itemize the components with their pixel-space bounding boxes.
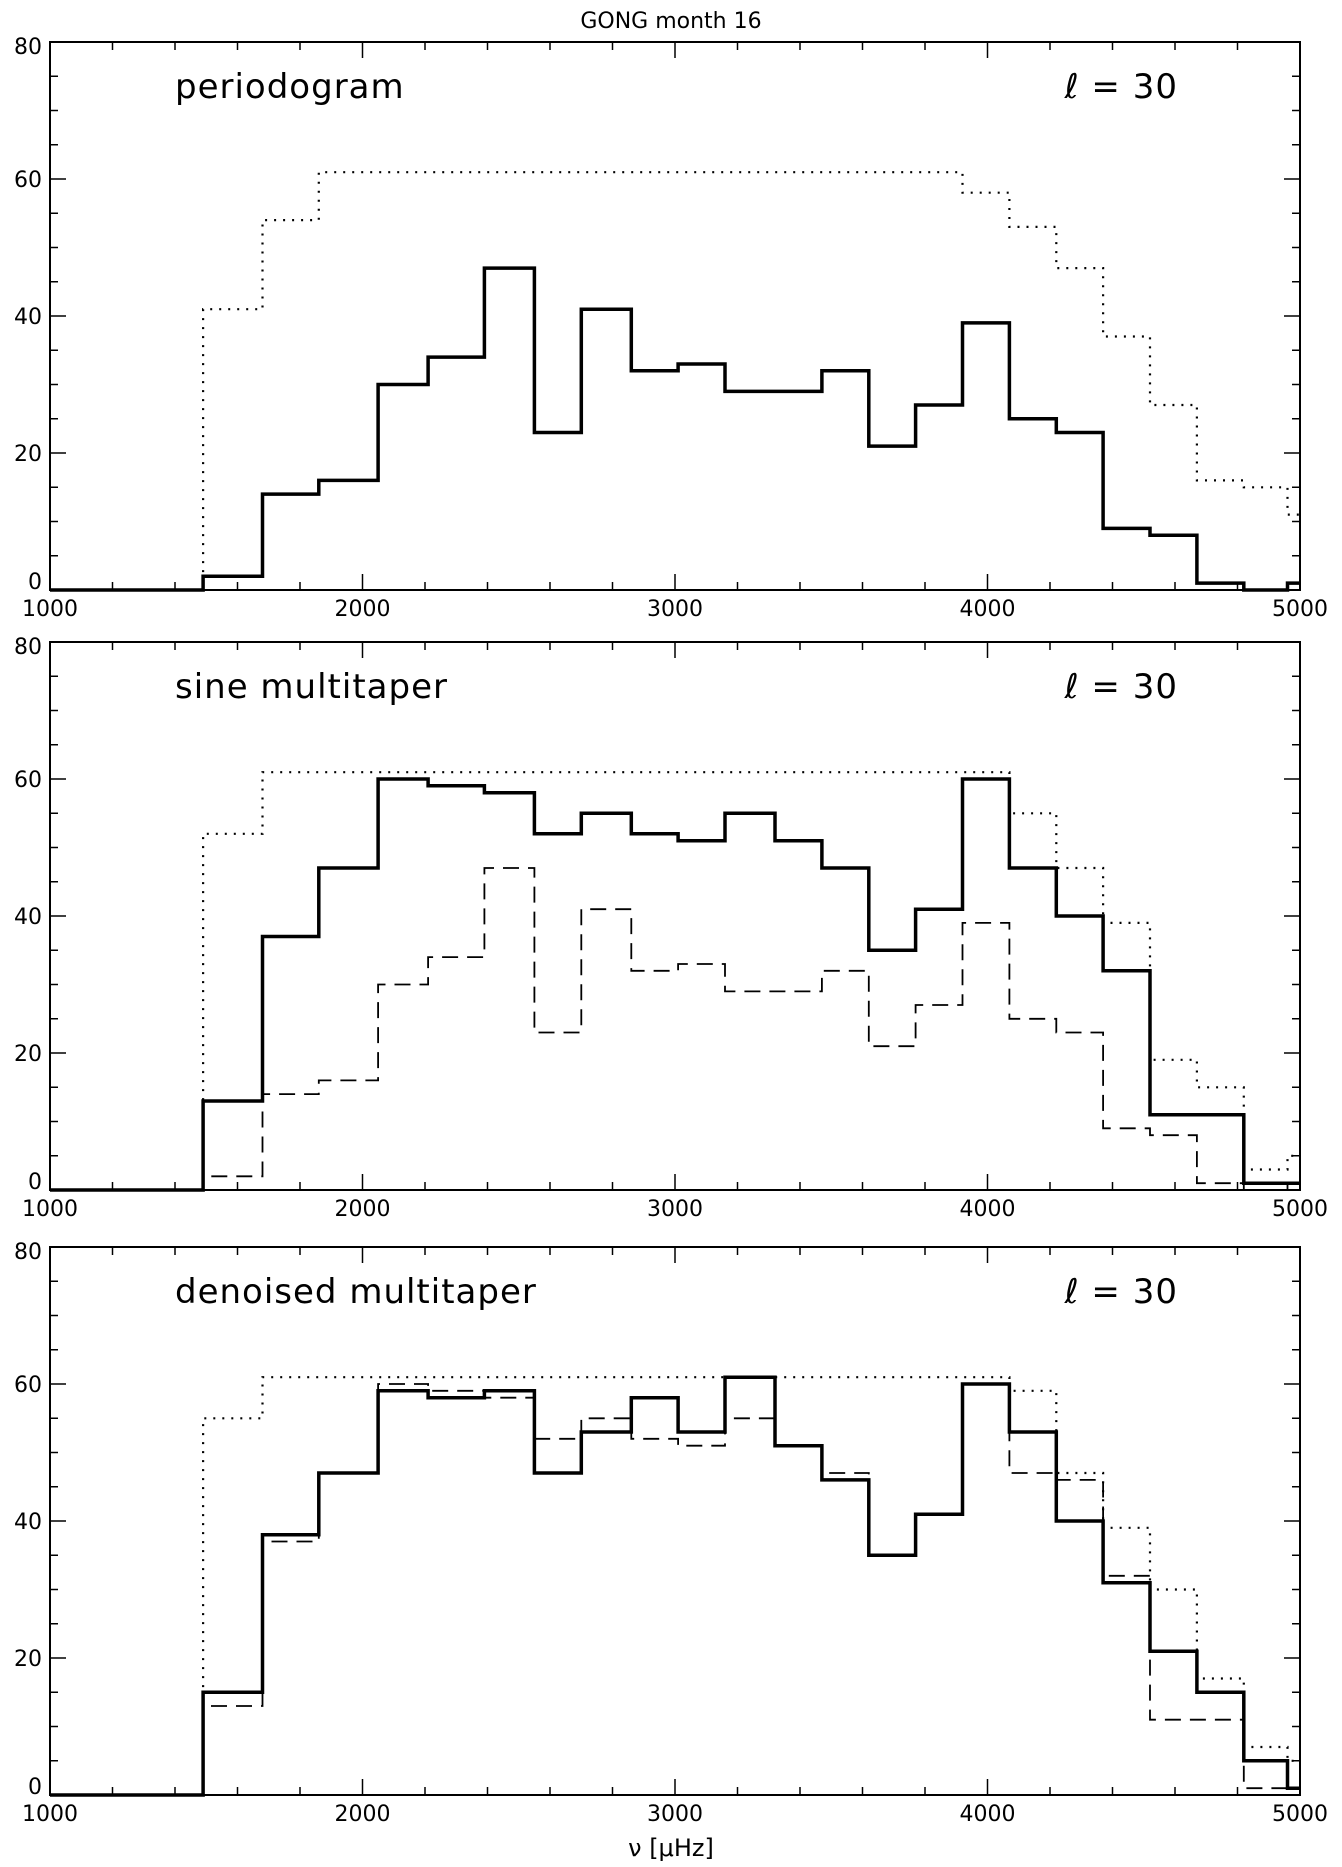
x-tick-label: 1000 (22, 1197, 78, 1222)
x-tick-label: 4000 (960, 1802, 1016, 1827)
y-tick-label: 60 (14, 768, 42, 793)
x-tick-label: 3000 (647, 1197, 703, 1222)
x-axis-label: ν [μHz] (628, 1834, 714, 1862)
y-tick-label: 20 (14, 1647, 42, 1672)
panel-label: sine multitaper (175, 667, 448, 707)
plot-frame (49, 41, 1301, 591)
figure-title: GONG month 16 (580, 9, 761, 34)
y-tick-label: 20 (14, 1042, 42, 1067)
y-tick-label: 60 (14, 1373, 42, 1398)
y-tick-label: 80 (14, 635, 42, 660)
series-dotted-line (50, 1376, 1300, 1797)
y-tick-label: 20 (14, 442, 42, 467)
x-tick-label: 4000 (960, 597, 1016, 622)
ell-label: ℓ = 30 (1064, 667, 1178, 707)
x-tick-label: 2000 (335, 1802, 391, 1827)
y-tick-label: 60 (14, 168, 42, 193)
ell-label: ℓ = 30 (1064, 1272, 1178, 1312)
x-tick-label: 4000 (960, 1197, 1016, 1222)
y-tick-label: 0 (28, 1170, 42, 1195)
y-tick-label: 40 (14, 305, 42, 330)
series-dashed-line (50, 1383, 1300, 1796)
panel-3: 1000 2000 3000 4000 5000 0 20 40 60 80 denoised mu… (14, 1240, 1328, 1827)
y-tick-label: 0 (28, 570, 42, 595)
y-tick-label: 80 (14, 35, 42, 60)
x-tick-label: 1000 (22, 1802, 78, 1827)
panel-2: 1000 2000 3000 4000 5000 0 20 40 60 80 sine multit… (14, 635, 1328, 1222)
x-tick-label: 1000 (22, 597, 78, 622)
panel-label: denoised multitaper (175, 1272, 537, 1312)
series-solid-line (50, 266, 1300, 592)
plot-frame (49, 641, 1301, 1191)
panel-1: 1000 2000 3000 4000 5000 0 20 40 60 80 periodogram… (14, 35, 1328, 622)
x-tick-label: 5000 (1272, 1802, 1328, 1827)
plot-frame (49, 1246, 1301, 1796)
series-dashed-line (50, 867, 1300, 1191)
x-tick-label: 2000 (335, 1197, 391, 1222)
series-solid-line (50, 1375, 1300, 1797)
ell-label: ℓ = 30 (1064, 67, 1178, 107)
panels-group: 1000 2000 3000 4000 5000020406080periodogram… (14, 35, 1328, 1827)
y-tick-label: 80 (14, 1240, 42, 1265)
y-tick-label: 40 (14, 1510, 42, 1535)
panel-label: periodogram (175, 67, 405, 107)
series-solid-line (50, 777, 1300, 1192)
x-tick-label: 5000 (1272, 1197, 1328, 1222)
y-tick-label: 40 (14, 905, 42, 930)
x-tick-label: 5000 (1272, 597, 1328, 622)
x-tick-label: 2000 (335, 597, 391, 622)
y-tick-label: 0 (28, 1775, 42, 1800)
x-tick-label: 3000 (647, 597, 703, 622)
x-tick-label: 3000 (647, 1802, 703, 1827)
